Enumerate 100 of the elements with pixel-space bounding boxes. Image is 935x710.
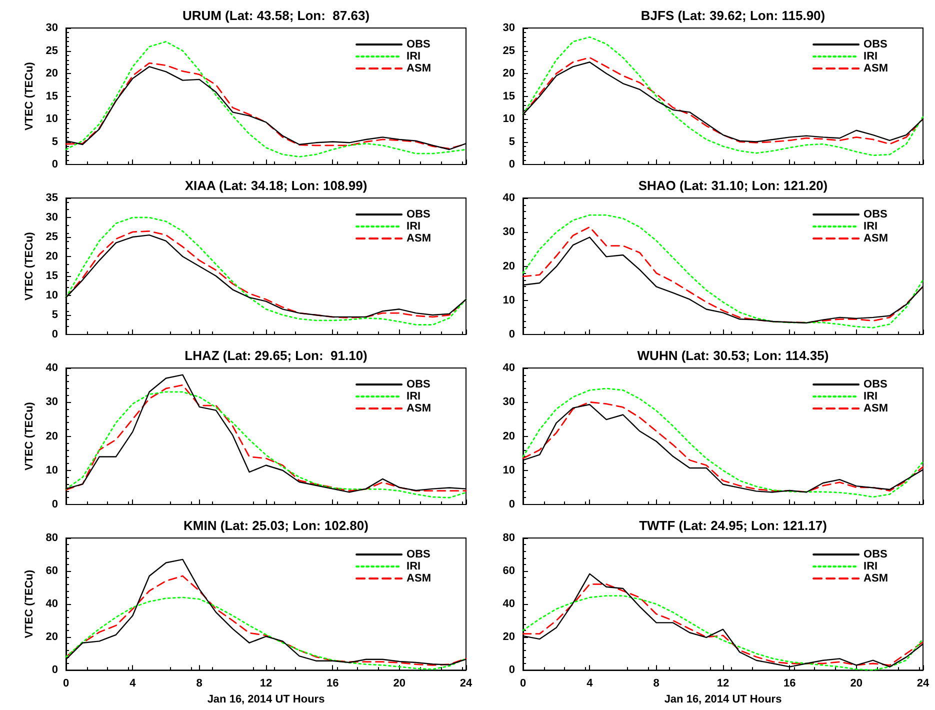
y-tick-label: 15 bbox=[46, 90, 58, 102]
y-tick-label: 40 bbox=[502, 598, 515, 610]
y-tick-label: 25 bbox=[46, 44, 58, 57]
legend-label: OBS bbox=[864, 38, 888, 50]
y-tick-label: 35 bbox=[46, 192, 58, 204]
y-tick-label: 10 bbox=[502, 294, 515, 306]
legend-label: IRI bbox=[864, 560, 878, 572]
x-tick-label: 20 bbox=[393, 678, 406, 690]
legend-label: OBS bbox=[864, 208, 888, 220]
y-tick-label: 5 bbox=[52, 309, 58, 321]
x-tick-label: 24 bbox=[916, 678, 930, 690]
y-tick-label: 30 bbox=[502, 226, 515, 238]
y-tick-label: 5 bbox=[508, 136, 515, 148]
legend-label: IRI bbox=[864, 220, 878, 232]
y-tick-label: 30 bbox=[46, 22, 58, 34]
y-tick-label: 0 bbox=[508, 328, 515, 340]
y-tick-label: 20 bbox=[502, 631, 515, 644]
legend-label: ASM bbox=[406, 232, 432, 244]
legend-label: IRI bbox=[406, 50, 421, 62]
y-tick-label: 20 bbox=[46, 68, 58, 80]
x-tick-label: 12 bbox=[716, 678, 730, 690]
x-tick-label: 4 bbox=[130, 678, 137, 690]
y-tick-label: 20 bbox=[502, 430, 515, 442]
x-tick-label: 16 bbox=[784, 678, 796, 690]
line-series bbox=[65, 40, 467, 158]
y-tick-label: 80 bbox=[46, 532, 58, 544]
legend-label: OBS bbox=[406, 378, 430, 390]
y-tick-label: 0 bbox=[508, 664, 515, 676]
legend-label: IRI bbox=[406, 560, 421, 572]
chart-title: LHAZ (Lat: 29.65; Lon: 91.10) bbox=[184, 348, 368, 363]
line-series bbox=[522, 36, 924, 156]
y-tick-label: 0 bbox=[508, 158, 515, 170]
y-tick-label: 40 bbox=[46, 362, 58, 374]
y-tick-label: 30 bbox=[502, 22, 515, 34]
x-tick-label: 12 bbox=[260, 678, 272, 690]
legend-label: ASM bbox=[406, 402, 432, 414]
y-axis-title: VTEC (TECu) bbox=[23, 62, 36, 130]
legend-label: IRI bbox=[406, 220, 421, 232]
y-tick-label: 20 bbox=[46, 631, 58, 644]
y-tick-label: 10 bbox=[46, 113, 58, 125]
line-series bbox=[65, 216, 467, 326]
y-tick-label: 15 bbox=[502, 90, 515, 102]
legend-label: IRI bbox=[864, 390, 878, 402]
x-tick-label: 4 bbox=[586, 678, 594, 690]
legend-label: OBS bbox=[406, 38, 430, 50]
y-tick-label: 10 bbox=[46, 464, 58, 476]
x-tick-label: 0 bbox=[520, 678, 526, 690]
legend-label: ASM bbox=[864, 232, 888, 244]
x-tick-label: 8 bbox=[653, 678, 660, 690]
legend-label: OBS bbox=[864, 548, 888, 560]
y-tick-label: 0 bbox=[52, 498, 58, 510]
chart-title: TWTF (Lat: 24.95; Lon: 121.17) bbox=[639, 518, 827, 533]
chart-title: XIAA (Lat: 34.18; Lon: 108.99) bbox=[184, 178, 368, 193]
y-tick-label: 20 bbox=[502, 260, 515, 272]
line-series bbox=[522, 388, 924, 498]
y-tick-label: 25 bbox=[46, 231, 58, 243]
chart-title: URUM (Lat: 43.58; Lon: 87.63) bbox=[182, 8, 370, 23]
x-axis-title: Jan 16, 2014 UT Hours bbox=[664, 694, 782, 706]
y-tick-label: 60 bbox=[502, 565, 515, 578]
y-tick-label: 20 bbox=[46, 430, 58, 442]
chart-title: SHAO (Lat: 31.10; Lon: 121.20) bbox=[638, 178, 828, 193]
y-tick-label: 10 bbox=[502, 464, 515, 476]
y-tick-label: 0 bbox=[52, 328, 58, 340]
chart-title: WUHN (Lat: 30.53; Lon: 114.35) bbox=[637, 348, 829, 363]
x-tick-label: 8 bbox=[196, 678, 202, 690]
x-tick-label: 24 bbox=[460, 678, 473, 690]
y-tick-label: 80 bbox=[502, 532, 515, 544]
y-tick-label: 0 bbox=[508, 498, 515, 510]
y-tick-label: 20 bbox=[46, 250, 58, 262]
legend-label: ASM bbox=[406, 62, 432, 74]
y-tick-label: 10 bbox=[502, 113, 515, 125]
y-tick-label: 30 bbox=[46, 212, 58, 224]
chart-title: BJFS (Lat: 39.62; Lon: 115.90) bbox=[640, 8, 826, 23]
y-axis-title: VTEC (TECu) bbox=[23, 570, 36, 638]
legend-label: OBS bbox=[864, 378, 888, 390]
y-axis-title: VTEC (TECu) bbox=[23, 402, 36, 470]
legend-label: ASM bbox=[864, 572, 888, 584]
y-tick-label: 5 bbox=[52, 136, 58, 148]
y-tick-label: 30 bbox=[46, 396, 58, 408]
y-tick-label: 10 bbox=[46, 290, 58, 302]
legend-label: ASM bbox=[864, 402, 888, 414]
y-tick-label: 20 bbox=[502, 68, 515, 80]
chart-title: KMIN (Lat: 25.03; Lon: 102.80) bbox=[184, 518, 368, 533]
y-tick-label: 40 bbox=[502, 192, 515, 204]
y-tick-label: 60 bbox=[46, 565, 58, 578]
x-tick-label: 0 bbox=[62, 678, 70, 690]
y-axis-title: VTEC (TECu) bbox=[23, 232, 36, 300]
y-tick-label: 30 bbox=[502, 396, 515, 408]
y-tick-label: 25 bbox=[502, 44, 515, 57]
y-tick-label: 40 bbox=[502, 362, 515, 374]
legend-label: OBS bbox=[406, 548, 430, 560]
y-tick-label: 0 bbox=[52, 158, 58, 170]
x-tick-label: 16 bbox=[326, 678, 339, 690]
legend-label: IRI bbox=[406, 390, 421, 402]
y-tick-label: 40 bbox=[46, 598, 58, 610]
legend-label: ASM bbox=[864, 62, 888, 74]
y-tick-label: 0 bbox=[52, 664, 58, 676]
legend-label: ASM bbox=[406, 572, 432, 584]
x-tick-label: 20 bbox=[850, 678, 862, 690]
x-axis-title: Jan 16, 2014 UT Hours bbox=[207, 694, 325, 706]
